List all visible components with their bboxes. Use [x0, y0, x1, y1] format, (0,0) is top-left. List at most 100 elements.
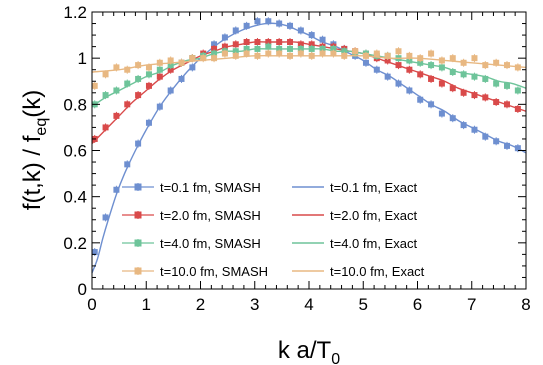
series-3-point-14 [243, 50, 250, 57]
y-tick-label-6: 1.2 [63, 3, 87, 22]
legend-smash-marker-3 [134, 267, 142, 275]
series-0-point-33 [449, 115, 456, 122]
series-0-point-8 [178, 75, 185, 82]
legend-smash-marker-1 [134, 211, 142, 219]
series-1-point-4 [135, 92, 142, 99]
series-3-point-34 [460, 59, 467, 66]
series-3-point-13 [232, 52, 239, 59]
series-2-point-37 [493, 80, 500, 87]
y-tick-label-0: 0 [78, 280, 87, 299]
series-3-point-20 [308, 52, 315, 59]
series-2-point-7 [167, 62, 174, 69]
x-tick-label-3: 3 [250, 295, 259, 314]
series-3-point-23 [341, 52, 348, 59]
x-tick-label-4: 4 [304, 295, 313, 314]
series-0-point-25 [362, 59, 369, 66]
series-3-point-31 [428, 50, 435, 57]
series-0-point-16 [265, 18, 272, 25]
series-0-point-34 [460, 122, 467, 129]
series-3-point-8 [178, 59, 185, 66]
series-0-point-26 [373, 66, 380, 73]
legend-smash-marker-2 [134, 239, 142, 247]
series-3-point-28 [395, 48, 402, 55]
series-0-point-4 [135, 140, 142, 147]
series-1-point-29 [406, 66, 413, 73]
series-0-point-28 [395, 80, 402, 87]
series-1-point-19 [297, 41, 304, 48]
series-0-point-15 [254, 18, 261, 25]
series-0-point-5 [145, 119, 152, 126]
series-2-point-38 [504, 82, 511, 89]
series-2-point-20 [308, 45, 315, 52]
x-axis-label-main: k a/T [278, 337, 332, 364]
y-axis-label-main: f(t,k) / f [19, 135, 46, 210]
legend-smash-label-3: t=10.0 fm, SMASH [160, 264, 268, 279]
series-2-point-34 [460, 71, 467, 78]
series-2-point-39 [514, 87, 521, 94]
series-0-point-1 [102, 214, 109, 221]
series-3-point-18 [287, 52, 294, 59]
series-0-point-35 [471, 126, 478, 133]
series-1-point-34 [460, 89, 467, 96]
series-0-point-37 [493, 138, 500, 145]
series-1-point-5 [145, 82, 152, 89]
series-3-point-6 [156, 59, 163, 66]
series-0-point-12 [221, 34, 228, 41]
series-1-point-33 [449, 85, 456, 92]
series-1-point-18 [287, 39, 294, 46]
legend-exact-label-2: t=4.0 fm, Exact [330, 236, 417, 251]
series-1-point-16 [265, 39, 272, 46]
series-0-point-9 [189, 64, 196, 71]
series-2-point-23 [341, 48, 348, 55]
y-tick-label-2: 0.4 [63, 188, 87, 207]
series-1-point-36 [482, 94, 489, 101]
y-tick-label-1: 0.2 [63, 234, 87, 253]
series-3-point-16 [265, 50, 272, 57]
x-tick-label-7: 7 [467, 295, 476, 314]
series-2-point-19 [297, 45, 304, 52]
series-1-point-38 [504, 101, 511, 108]
series-2-point-11 [211, 50, 218, 57]
legend-smash-label-1: t=2.0 fm, SMASH [160, 208, 261, 223]
series-2-point-21 [319, 45, 326, 52]
series-3-point-5 [145, 64, 152, 71]
series-1-point-39 [514, 105, 521, 112]
series-0-point-3 [124, 161, 131, 168]
series-3-point-35 [471, 55, 478, 62]
y-axis-label-tail: (k) [19, 90, 46, 118]
series-1-point-1 [102, 124, 109, 131]
series-1-point-32 [438, 80, 445, 87]
series-2-point-22 [330, 45, 337, 52]
series-0-point-6 [156, 103, 163, 110]
x-tick-label-1: 1 [142, 295, 151, 314]
legend-smash-label-2: t=4.0 fm, SMASH [160, 236, 261, 251]
series-3-point-30 [417, 55, 424, 62]
series-1-point-20 [308, 41, 315, 48]
series-0-point-31 [428, 101, 435, 108]
series-0-point-18 [287, 22, 294, 29]
series-0-point-27 [384, 73, 391, 80]
series-0-point-38 [504, 142, 511, 149]
series-0-point-21 [319, 36, 326, 43]
series-3-point-3 [124, 66, 131, 73]
legend: t=0.1 fm, SMASH t=0.1 fm, Exact t=2.0 fm, … [122, 180, 425, 279]
legend-smash-label-0: t=0.1 fm, SMASH [160, 180, 261, 195]
series-1-point-13 [232, 41, 239, 48]
series-3-point-2 [113, 64, 120, 71]
series-1 [91, 38, 527, 145]
series-0-point-13 [232, 27, 239, 34]
series-0-point-32 [438, 110, 445, 117]
series-3-point-10 [200, 55, 207, 62]
series-2-point-4 [135, 75, 142, 82]
series-2-point-33 [449, 69, 456, 76]
series-1-point-6 [156, 73, 163, 80]
series-0-point-14 [243, 22, 250, 29]
series-3-point-26 [373, 50, 380, 57]
series-0 [91, 17, 527, 274]
x-tick-label-6: 6 [413, 295, 422, 314]
y-axis-label-sub: eq [33, 118, 50, 136]
series-0-point-0 [91, 249, 98, 256]
x-tick-label-2: 2 [196, 295, 205, 314]
series-1-point-15 [254, 39, 261, 46]
series-2-point-1 [102, 92, 109, 99]
